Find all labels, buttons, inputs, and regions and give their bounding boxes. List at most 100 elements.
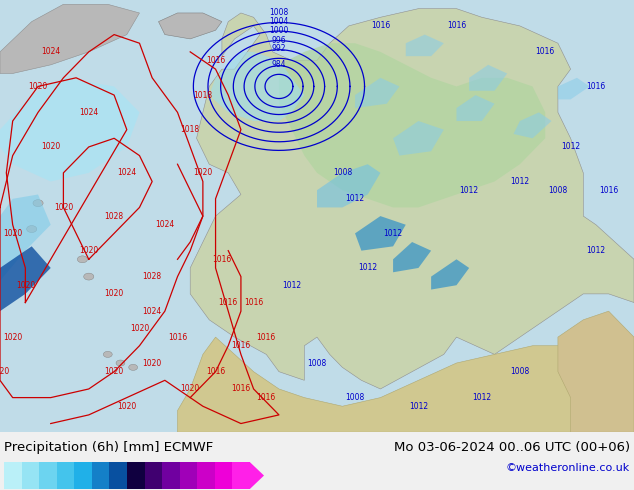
Bar	[110, 462, 127, 489]
Text: Precipitation (6h) [mm] ECMWF: Precipitation (6h) [mm] ECMWF	[4, 441, 213, 454]
Text: 1012: 1012	[561, 143, 580, 151]
Bar	[4, 462, 22, 489]
Polygon shape	[0, 4, 139, 73]
Polygon shape	[0, 78, 139, 181]
Text: 1016: 1016	[586, 82, 605, 91]
Polygon shape	[514, 112, 552, 138]
Text: 1004: 1004	[269, 17, 288, 26]
Polygon shape	[178, 337, 634, 432]
Text: 1024: 1024	[143, 307, 162, 316]
Polygon shape	[190, 9, 634, 389]
Polygon shape	[250, 462, 264, 489]
Text: 1008: 1008	[307, 359, 327, 368]
Text: 1020: 1020	[105, 290, 124, 298]
Text: 1020: 1020	[16, 281, 35, 290]
Text: 1028: 1028	[143, 272, 162, 281]
Text: 1020: 1020	[29, 82, 48, 91]
Circle shape	[84, 273, 94, 280]
Text: 1016: 1016	[244, 298, 263, 307]
Text: 1016: 1016	[257, 333, 276, 342]
Text: 1024: 1024	[117, 169, 136, 177]
Text: 1020: 1020	[193, 169, 212, 177]
Text: 1018: 1018	[181, 125, 200, 134]
Text: 1012: 1012	[586, 246, 605, 255]
Text: 1016: 1016	[212, 255, 231, 264]
Text: 1012: 1012	[346, 195, 365, 203]
Text: 1008: 1008	[548, 186, 567, 195]
Text: 1016: 1016	[219, 298, 238, 307]
Circle shape	[129, 365, 138, 370]
Bar	[92, 462, 110, 489]
Bar	[179, 462, 197, 489]
Text: 996: 996	[271, 35, 287, 45]
Text: 1020: 1020	[3, 333, 22, 342]
Text: 1028: 1028	[105, 212, 124, 220]
Text: 1016: 1016	[206, 56, 225, 65]
Text: 1020: 1020	[117, 402, 136, 411]
Text: 1020: 1020	[143, 359, 162, 368]
Text: 1012: 1012	[510, 177, 529, 186]
Text: 1016: 1016	[231, 341, 250, 350]
Text: 1020: 1020	[54, 203, 73, 212]
Polygon shape	[355, 78, 399, 108]
Text: 1000: 1000	[269, 26, 288, 35]
Text: 1020: 1020	[181, 385, 200, 393]
Polygon shape	[393, 121, 444, 156]
Polygon shape	[355, 216, 406, 251]
Text: ©weatheronline.co.uk: ©weatheronline.co.uk	[506, 463, 630, 473]
Bar	[74, 462, 92, 489]
Text: 1012: 1012	[472, 393, 491, 402]
Polygon shape	[558, 311, 634, 432]
Text: Mo 03-06-2024 00..06 UTC (00+06): Mo 03-06-2024 00..06 UTC (00+06)	[394, 441, 630, 454]
Polygon shape	[469, 65, 507, 91]
Bar	[56, 462, 74, 489]
Polygon shape	[431, 259, 469, 290]
Text: 1020: 1020	[105, 367, 124, 376]
Bar	[197, 462, 215, 489]
Bar	[39, 462, 56, 489]
Text: 1012: 1012	[384, 229, 403, 238]
Text: 984: 984	[272, 60, 286, 69]
Text: 1016: 1016	[206, 367, 225, 376]
Polygon shape	[209, 52, 304, 121]
Polygon shape	[0, 195, 51, 281]
Text: 1024: 1024	[41, 48, 60, 56]
Text: 1008: 1008	[346, 393, 365, 402]
Text: 1012: 1012	[358, 264, 377, 272]
Text: 992: 992	[272, 44, 286, 53]
Text: 1016: 1016	[257, 393, 276, 402]
Text: 1016: 1016	[536, 48, 555, 56]
Polygon shape	[158, 13, 222, 39]
Circle shape	[116, 360, 125, 366]
Bar	[162, 462, 179, 489]
Polygon shape	[393, 242, 431, 272]
Text: 1020: 1020	[0, 367, 10, 376]
Text: 1020: 1020	[3, 229, 22, 238]
Bar	[22, 462, 39, 489]
Text: 1018: 1018	[193, 91, 212, 99]
Circle shape	[27, 225, 37, 233]
Bar	[233, 462, 250, 489]
Text: 1016: 1016	[231, 385, 250, 393]
Circle shape	[77, 256, 87, 263]
Polygon shape	[558, 78, 590, 99]
Text: 1016: 1016	[447, 22, 466, 30]
Text: 1020: 1020	[130, 324, 149, 333]
Text: 1020: 1020	[79, 246, 98, 255]
Circle shape	[103, 351, 112, 357]
Text: 1016: 1016	[371, 22, 390, 30]
Bar	[127, 462, 145, 489]
Text: 1024: 1024	[79, 108, 98, 117]
Text: 1012: 1012	[282, 281, 301, 290]
Text: 1020: 1020	[41, 143, 60, 151]
Bar	[145, 462, 162, 489]
Text: 1008: 1008	[269, 8, 288, 17]
Polygon shape	[0, 246, 51, 311]
Polygon shape	[279, 43, 545, 207]
Text: 1024: 1024	[155, 220, 174, 229]
Circle shape	[33, 199, 43, 207]
Text: 1008: 1008	[333, 169, 352, 177]
Bar	[215, 462, 233, 489]
Polygon shape	[317, 164, 380, 207]
Polygon shape	[456, 95, 495, 121]
